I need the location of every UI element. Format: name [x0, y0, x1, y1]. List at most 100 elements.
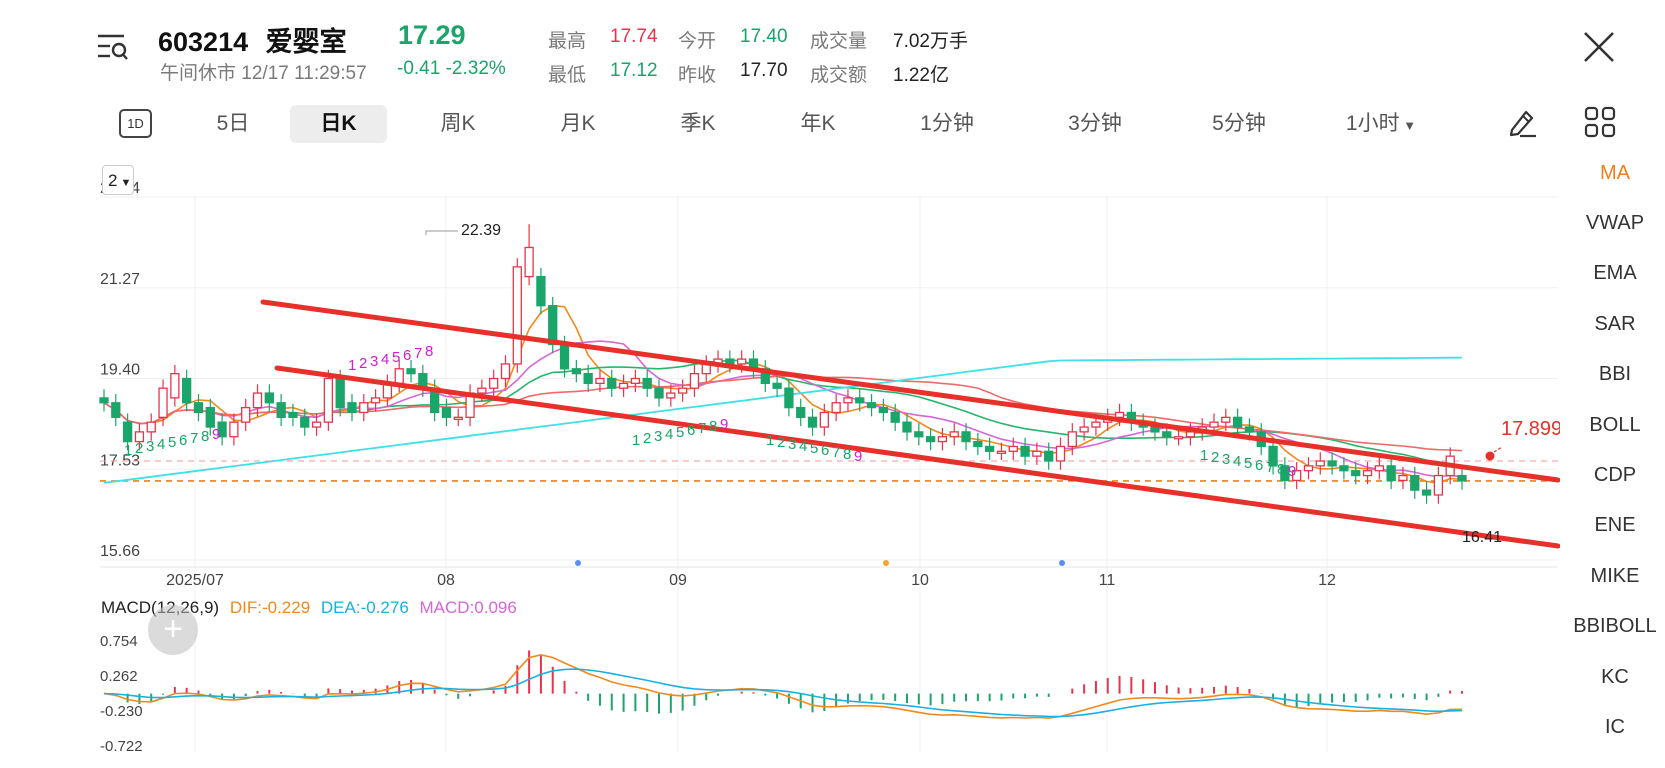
candle-body	[407, 369, 415, 374]
indicator-ene[interactable]: ENE	[1560, 514, 1665, 537]
indicator-bbi[interactable]: BBI	[1560, 363, 1665, 386]
indicator-kc[interactable]: KC	[1560, 666, 1665, 689]
indicator-ema[interactable]: EMA	[1560, 262, 1665, 285]
indicator-bbiboll[interactable]: BBIBOLL	[1560, 615, 1665, 638]
sequential-count: 7	[1266, 459, 1274, 476]
sequential-count: 6	[821, 442, 829, 459]
candle-body	[395, 369, 403, 384]
sequential-count: 5	[810, 440, 818, 457]
candle-body	[301, 417, 309, 427]
candle-body	[1304, 466, 1312, 471]
candle-body	[1222, 417, 1230, 422]
candle-body	[1163, 432, 1171, 437]
sequential-count: 1	[766, 432, 774, 449]
sequential-count: 1	[632, 432, 640, 449]
add-indicator-button[interactable]: +	[148, 605, 198, 655]
grid-icon[interactable]	[1584, 106, 1616, 138]
indicator-mike[interactable]: MIKE	[1560, 565, 1665, 588]
close-icon[interactable]	[1582, 30, 1616, 64]
candle-body	[809, 417, 817, 427]
candle-body	[726, 359, 734, 364]
candle-body	[1364, 471, 1372, 476]
x-tick-label: 2025/07	[166, 572, 224, 589]
candle-body	[324, 379, 332, 423]
dea-line	[104, 669, 1462, 716]
sequential-count: 5	[392, 349, 400, 366]
right-price-label: 17.899	[1501, 418, 1560, 440]
sequential-count: 2	[1211, 449, 1219, 466]
event-marker	[1059, 560, 1065, 566]
sequential-count: 3	[370, 353, 378, 370]
candle-body	[1033, 451, 1041, 456]
candle-body	[738, 359, 746, 364]
candle-body	[549, 306, 557, 345]
sequential-count: 1	[348, 357, 356, 374]
sequential-count: 6	[1255, 457, 1263, 474]
sequential-count: 5	[168, 434, 176, 451]
candle-body	[927, 437, 935, 442]
candle-body	[572, 369, 580, 374]
sequential-count: 3	[1222, 451, 1230, 468]
candle-body	[313, 422, 321, 427]
candle-body	[1175, 437, 1183, 439]
candle-body	[254, 393, 262, 408]
indicator-cdp[interactable]: CDP	[1560, 464, 1665, 487]
candle-body	[608, 379, 616, 389]
candle-body	[879, 408, 887, 413]
x-tick-label: 12	[1318, 572, 1336, 589]
kline-chart[interactable]: 23.1421.2719.4017.5315.662025/0708091011…	[0, 0, 1560, 768]
sequential-count: 7	[190, 430, 198, 447]
indicator-sar[interactable]: SAR	[1560, 313, 1665, 336]
candle-body	[844, 398, 852, 403]
candle-body	[891, 412, 899, 422]
candle-body	[1375, 466, 1383, 471]
candle-body	[513, 267, 521, 364]
sequential-count: 1	[124, 442, 132, 459]
sequential-count: 3	[146, 438, 154, 455]
candle-body	[1245, 427, 1253, 432]
candle-body	[112, 403, 120, 418]
indicator-ma[interactable]: MA	[1560, 162, 1665, 185]
event-marker	[883, 560, 889, 566]
sequential-count: 9	[1288, 463, 1296, 480]
indicator-boll[interactable]: BOLL	[1560, 414, 1665, 437]
macd-y-tick: -0.230	[100, 703, 143, 720]
candle-body	[974, 442, 982, 447]
sequential-count: 2	[359, 355, 367, 372]
candle-body	[1021, 446, 1029, 456]
candle-body	[100, 398, 108, 403]
candle-body	[1316, 461, 1324, 466]
candle-body	[194, 403, 202, 413]
candle-body	[1399, 476, 1407, 481]
sequential-count: 6	[403, 347, 411, 364]
sequential-count: 6	[179, 432, 187, 449]
candle-body	[501, 364, 509, 379]
period-select[interactable]: 2 ▼	[102, 165, 134, 195]
indicator-ic[interactable]: IC	[1560, 716, 1665, 739]
x-tick-label: 09	[669, 572, 687, 589]
sequential-count: 1	[1200, 447, 1208, 464]
latest-point-marker	[1486, 452, 1495, 461]
sequential-count: 2	[643, 430, 651, 447]
dea-value: DEA:-0.276	[321, 598, 409, 617]
sequential-count: 5	[1244, 455, 1252, 472]
candle-body	[679, 388, 687, 393]
candle-body	[820, 412, 828, 427]
x-tick-label: 11	[1099, 572, 1116, 589]
candle-body	[1009, 446, 1017, 451]
sequential-count: 9	[854, 448, 862, 465]
sequential-count: 9	[720, 416, 728, 433]
event-marker	[575, 560, 581, 566]
indicator-vwap[interactable]: VWAP	[1560, 212, 1665, 235]
dif-line	[104, 655, 1462, 718]
sequential-count: 4	[381, 351, 389, 368]
candle-body	[667, 393, 675, 398]
candle-body	[903, 422, 911, 432]
candle-body	[1068, 432, 1076, 447]
sequential-count: 8	[1277, 461, 1285, 478]
y-tick-label: 19.40	[100, 362, 140, 379]
candle-body	[490, 379, 498, 389]
candle-body	[1080, 427, 1088, 432]
sequential-count: 8	[201, 428, 209, 445]
chevron-down-icon: ▼	[117, 177, 131, 189]
